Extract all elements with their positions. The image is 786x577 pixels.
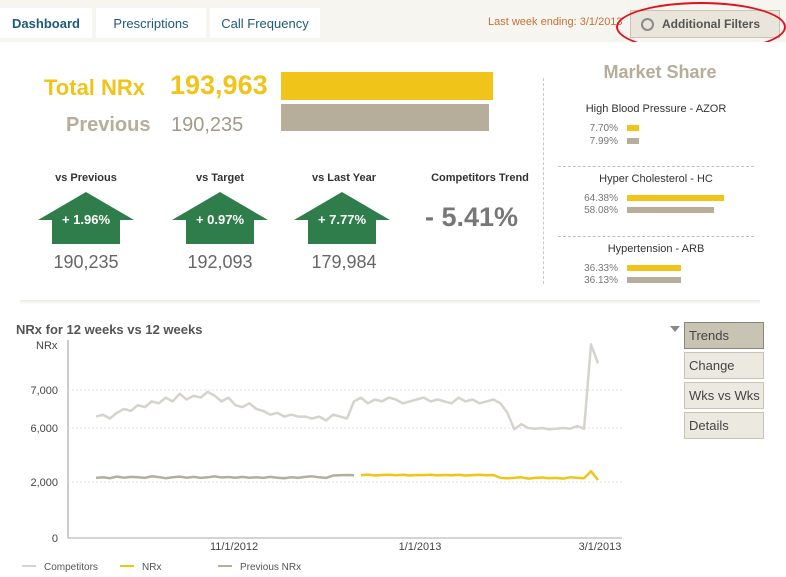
up-arrow-icon	[172, 192, 268, 244]
up-arrow-icon	[38, 192, 134, 244]
wks-vs-wks-button[interactable]: Wks vs Wks	[684, 382, 764, 409]
ms-previous-pct: 58.08%	[584, 205, 618, 216]
ms-previous-bar	[627, 277, 682, 283]
kpi-pct-vs-target: + 0.97%	[195, 212, 245, 227]
ms-group-name: Hyper Cholesterol - HC	[599, 173, 713, 185]
legend-label: NRx	[142, 562, 161, 573]
dropdown-arrow-icon[interactable]	[670, 326, 680, 332]
total-nrx-value: 193,963	[170, 70, 268, 100]
chart-title: NRx for 12 weeks vs 12 weeks	[16, 322, 203, 337]
x-tick-label: 11/1/2012	[210, 541, 258, 553]
panel-divider	[20, 300, 760, 304]
y-tick-label: 7,000	[30, 385, 58, 397]
market-share-title: Market Share	[603, 62, 717, 82]
series-line	[360, 469, 599, 481]
total-nrx-bar	[281, 72, 493, 100]
legend-label: Competitors	[44, 562, 98, 573]
x-tick-label: 3/1/2013	[579, 541, 622, 553]
series-line	[95, 473, 355, 480]
competitors-trend-value: - 5.41%	[425, 202, 519, 232]
ms-divider	[558, 166, 754, 167]
kpi-title-vs-last-year: vs Last Year	[311, 172, 376, 184]
competitors-trend-title: Competitors Trend	[431, 172, 529, 184]
ms-current-pct: 64.38%	[584, 193, 618, 204]
tab-dashboard[interactable]: Dashboard	[0, 8, 92, 38]
tab-prescriptions[interactable]: Prescriptions	[96, 8, 206, 38]
ms-divider	[558, 236, 754, 237]
legend-label: Previous NRx	[240, 562, 301, 573]
ms-previous-bar	[627, 138, 639, 144]
x-tick-label: 1/1/2013	[399, 541, 442, 553]
week-ending-label: Last week ending: 3/1/2013	[488, 16, 623, 28]
up-arrow-icon	[294, 192, 390, 244]
kpi-title-vs-target: vs Target	[195, 172, 245, 184]
kpi-value-vs-target: 192,093	[187, 252, 253, 272]
ms-current-pct: 36.33%	[584, 263, 618, 274]
ms-current-bar	[627, 125, 639, 131]
nrx-line-chart: NRx 0 2,000 6,000 7,000 11/1/2012 1/1/2013 3/1/…	[22, 340, 622, 573]
previous-value: 190,235	[171, 114, 244, 136]
ms-current-bar	[627, 265, 682, 271]
kpi-value-vs-previous: 190,235	[53, 252, 119, 272]
y-tick-label: 2,000	[30, 477, 58, 489]
ms-previous-pct: 7.99%	[589, 136, 618, 147]
y-tick-label: 6,000	[30, 423, 58, 435]
ms-current-pct: 7.70%	[589, 123, 618, 134]
vertical-divider	[543, 78, 544, 284]
tab-call-frequency[interactable]: Call Frequency	[210, 8, 320, 38]
previous-bar	[281, 104, 489, 131]
ms-group-name: High Blood Pressure - AZOR	[585, 103, 727, 115]
ms-current-bar	[627, 195, 724, 201]
y-axis-label: NRx	[36, 340, 58, 352]
ms-group-name: Hypertension - ARB	[607, 243, 705, 255]
kpi-value-vs-last-year: 179,984	[311, 252, 377, 272]
series-line	[95, 343, 600, 431]
ms-previous-bar	[627, 207, 715, 213]
ms-previous-pct: 36.13%	[584, 275, 618, 286]
total-nrx-label: Total NRx	[44, 75, 146, 100]
kpi-pct-vs-last-year: + 7.77%	[317, 212, 367, 227]
trends-button[interactable]: Trends	[684, 322, 764, 349]
kpi-title-vs-previous: vs Previous	[55, 172, 117, 184]
change-button[interactable]: Change	[684, 352, 764, 379]
kpi-pct-vs-previous: + 1.96%	[61, 212, 111, 227]
y-tick-label: 0	[52, 533, 58, 545]
previous-label: Previous	[66, 114, 151, 136]
details-button[interactable]: Details	[684, 412, 764, 439]
